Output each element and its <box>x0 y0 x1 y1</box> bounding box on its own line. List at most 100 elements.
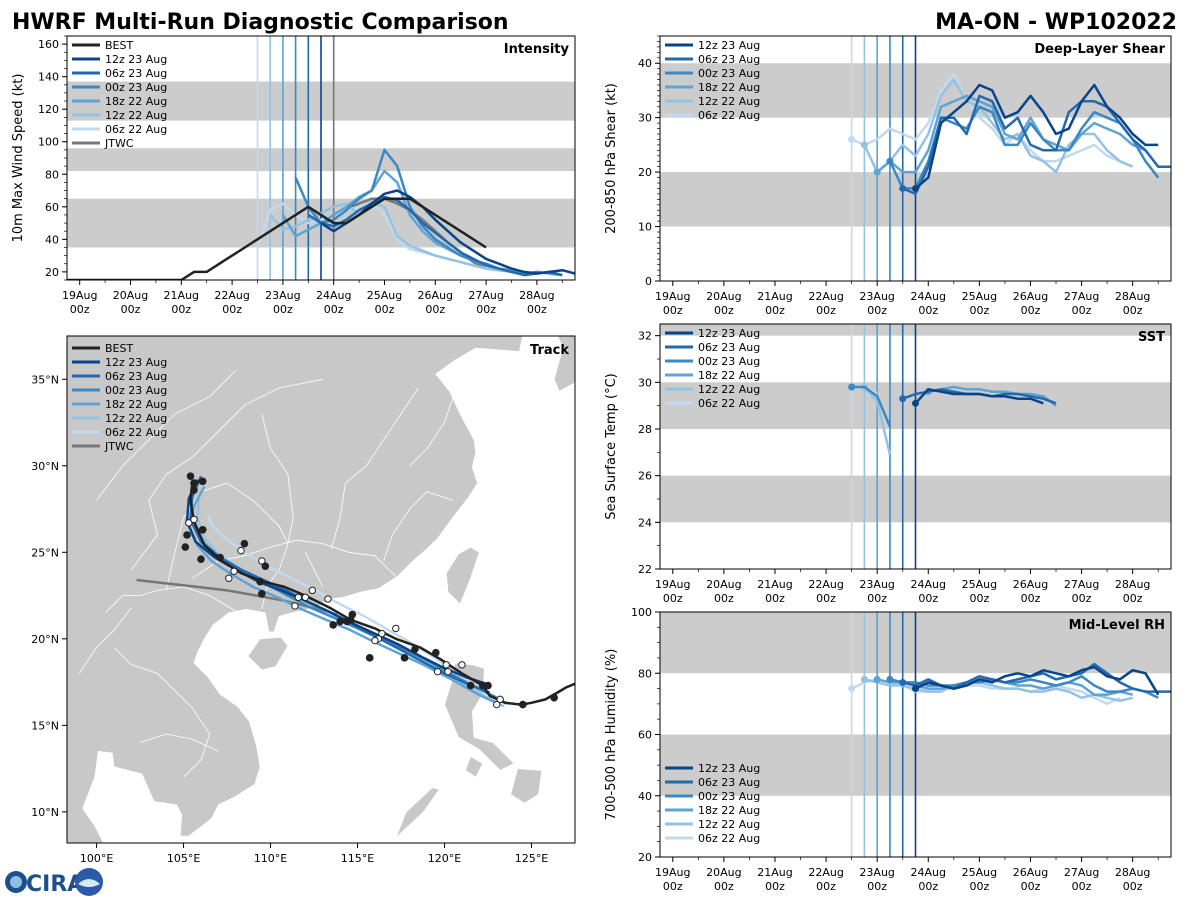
legend-label: 06z 22 Aug <box>698 109 760 122</box>
series-start-point <box>899 184 907 192</box>
series-line-best <box>67 197 487 280</box>
province-boundary <box>383 491 454 562</box>
x-tick-label: 27Aug 00z <box>1064 290 1099 317</box>
x-tick-day: 28Aug <box>519 289 554 302</box>
x-tick-hour: 00z <box>816 880 836 893</box>
series-line-18z-22-aug <box>928 385 1057 407</box>
best-track-position-marker <box>261 562 270 570</box>
x-tick-day: 26Aug <box>1013 290 1048 303</box>
x-tick-day: 19Aug <box>655 866 690 879</box>
series-line-06z-22-aug <box>851 678 1121 706</box>
series-start-point <box>873 675 881 683</box>
legend-label: 00z 23 Aug <box>105 81 167 94</box>
x-tick-day: 26Aug <box>1013 866 1048 879</box>
x-tick-day: 25Aug <box>962 578 997 591</box>
series-line-12z-22-aug <box>864 678 1133 703</box>
forecast-position-marker <box>291 602 299 610</box>
x-tick-day: 19Aug <box>655 578 690 591</box>
x-tick-label: 27Aug 00z <box>1064 578 1099 605</box>
x-tick-label: 25Aug 00z <box>962 866 997 893</box>
storm-id-title: MA-ON - WP102022 <box>935 10 1177 35</box>
best-track-position-marker <box>484 681 492 690</box>
x-tick-day: 22Aug <box>808 866 843 879</box>
x-tick-hour: 00z <box>765 880 785 893</box>
logo-wave-icon <box>78 879 100 887</box>
legend-label: 12z 22 Aug <box>105 412 167 425</box>
x-tick-hour: 00z <box>171 303 191 316</box>
x-tick-hour: 00z <box>918 880 938 893</box>
x-tick-day: 22Aug <box>214 289 249 302</box>
legend-label: 12z 23 Aug <box>698 762 760 775</box>
y-tick-label: 100 <box>38 136 59 149</box>
x-tick-day: 25Aug <box>962 290 997 303</box>
luzon-island <box>444 662 515 771</box>
lon-tick-label: 125°E <box>515 852 548 865</box>
x-tick-label: 23Aug 00z <box>265 289 300 316</box>
x-tick-hour: 00z <box>969 304 989 317</box>
y-tick-label: 40 <box>638 790 652 803</box>
series-line-06z-23-aug <box>307 195 563 277</box>
panel-title: Intensity <box>504 42 570 57</box>
x-tick-hour: 00z <box>663 304 683 317</box>
x-tick-label: 19Aug 00z <box>655 866 690 893</box>
x-tick-hour: 00z <box>1021 592 1041 605</box>
x-tick-day: 21Aug <box>757 290 792 303</box>
best-track-position-marker <box>411 645 419 653</box>
x-tick-label: 26Aug 00z <box>1013 578 1048 605</box>
plot-area <box>660 324 1171 569</box>
y-axis-label: 700-500 hPa Humidity (%) <box>604 649 619 821</box>
panel-title: Track <box>530 343 569 358</box>
x-tick-label: 22Aug 00z <box>808 866 843 893</box>
x-tick-day: 21Aug <box>757 866 792 879</box>
province-boundary <box>304 552 324 588</box>
y-tick-label: 80 <box>45 168 59 181</box>
legend-label: 06z 23 Aug <box>698 776 760 789</box>
x-tick-day: 23Aug <box>859 578 894 591</box>
legend-label: 06z 23 Aug <box>698 341 760 354</box>
series-start-point <box>912 685 919 693</box>
x-tick-label: 24Aug 00z <box>911 578 946 605</box>
x-tick-label: 20Aug 00z <box>113 289 148 316</box>
plot-frame <box>659 35 1172 282</box>
legend-label: 00z 23 Aug <box>698 355 760 368</box>
series-start-point <box>912 399 919 407</box>
forecast-position-marker <box>493 700 501 709</box>
x-tick-hour: 00z <box>918 592 938 605</box>
province-boundary <box>113 647 211 778</box>
legend-label: 18z 22 Aug <box>105 398 167 411</box>
forecast-position-marker <box>444 667 452 676</box>
forecast-position-marker <box>237 546 245 555</box>
x-tick-label: 24Aug 00z <box>911 866 946 893</box>
x-tick-label: 25Aug 00z <box>962 578 997 605</box>
legend-label: 00z 23 Aug <box>698 790 760 803</box>
legend-label: 06z 23 Aug <box>105 370 167 383</box>
legend-label: 12z 23 Aug <box>698 327 760 340</box>
x-tick-hour: 00z <box>527 303 547 316</box>
series-start-point <box>899 678 907 686</box>
forecast-position-marker <box>442 661 450 669</box>
province-boundary <box>131 378 323 570</box>
x-tick-hour: 00z <box>1123 592 1143 605</box>
x-tick-hour: 00z <box>1072 304 1092 317</box>
forecast-position-marker <box>378 629 386 638</box>
legend-label: 12z 22 Aug <box>698 383 760 396</box>
logo-text: CIRA <box>26 872 84 897</box>
map-area <box>67 336 575 843</box>
x-tick-label: 19Aug 00z <box>655 578 690 605</box>
x-tick-hour: 00z <box>867 304 887 317</box>
y-tick-label: 0 <box>645 275 652 288</box>
hainan-island <box>247 636 289 671</box>
plot-area <box>660 36 1171 281</box>
x-tick-day: 23Aug <box>859 866 894 879</box>
x-tick-label: 25Aug 00z <box>367 289 402 316</box>
x-tick-day: 21Aug <box>757 578 792 591</box>
y-tick-label: 20 <box>638 166 652 179</box>
best-track-position-marker <box>432 648 440 657</box>
series-line-06z-22-aug <box>851 72 1121 163</box>
x-tick-hour: 00z <box>222 303 242 316</box>
x-tick-day: 22Aug <box>808 578 843 591</box>
palawan-island <box>395 787 440 839</box>
